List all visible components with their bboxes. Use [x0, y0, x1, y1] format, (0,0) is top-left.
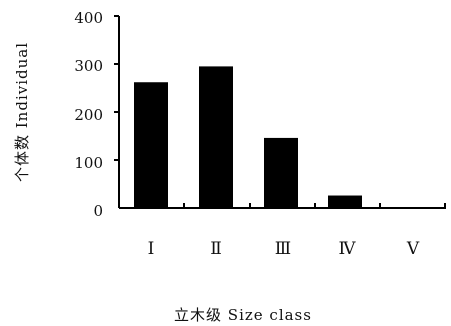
- y-tick-label-0: 0: [93, 202, 103, 220]
- x-tick-label-3: Ⅲ: [275, 239, 291, 259]
- y-ticks: [114, 15, 119, 161]
- bar-2: [199, 66, 233, 209]
- x-tick-label-1: Ⅰ: [148, 239, 155, 259]
- x-tick-labels: Ⅰ Ⅱ Ⅲ Ⅳ Ⅴ: [148, 239, 420, 259]
- bars: [134, 66, 362, 209]
- y-tick-label-300: 300: [74, 57, 103, 75]
- y-tick-label-100: 100: [74, 154, 103, 172]
- x-tick-label-5: Ⅴ: [406, 239, 420, 259]
- x-ticks: [183, 203, 446, 208]
- y-axis-title: 个体数 Individual: [13, 42, 31, 182]
- x-tick-label-2: Ⅱ: [210, 239, 222, 259]
- bar-1: [134, 82, 168, 208]
- bar-3: [264, 137, 298, 208]
- bar-4: [328, 195, 362, 208]
- y-tick-label-200: 200: [74, 106, 103, 124]
- x-axis-title: 立木级 Size class: [174, 306, 312, 324]
- x-tick-label-4: Ⅳ: [339, 239, 357, 259]
- y-tick-labels: 400 300 200 100 0: [74, 9, 103, 220]
- y-tick-label-400: 400: [74, 9, 103, 27]
